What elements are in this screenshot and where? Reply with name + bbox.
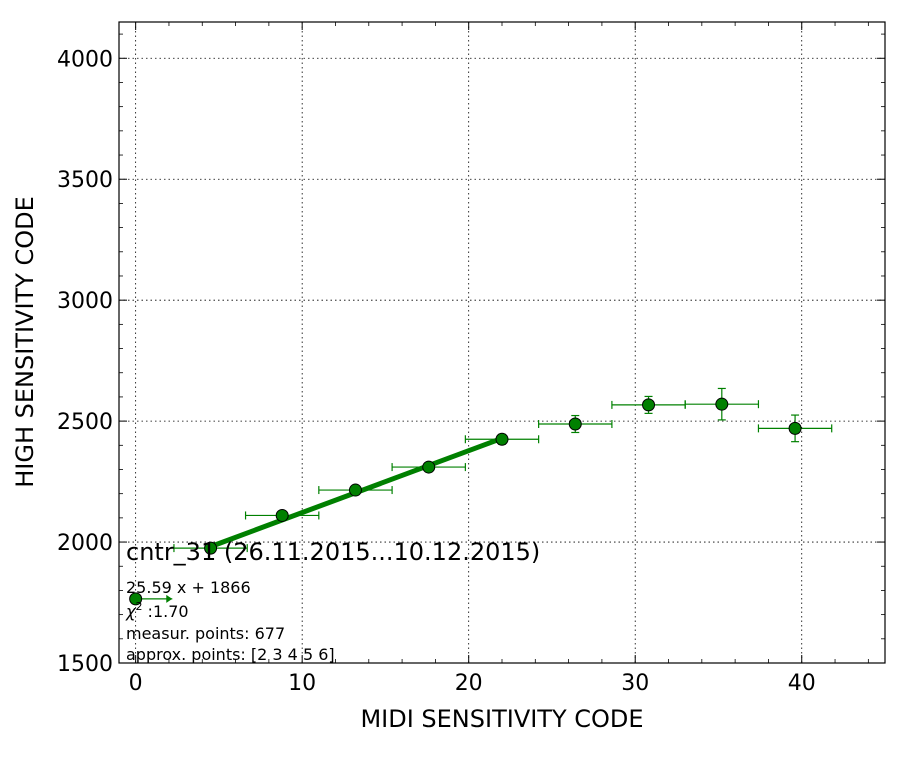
x-tick-label: 10 — [288, 671, 316, 696]
tick-labels: 0 10 20 30 40 1500 2000 2500 3000 3500 4000 — [57, 47, 816, 696]
annotation-chi: χ2 :1.70 — [125, 600, 189, 621]
y-tick-label: 2000 — [57, 531, 113, 556]
chi-superscript: 2 — [135, 600, 142, 613]
annotation-block: cntr_31 (26.11.2015...10.12.2015) 25.59 … — [125, 538, 540, 664]
data-points — [129, 397, 802, 606]
x-tick-label: 30 — [621, 671, 649, 696]
x-tick-label: 40 — [788, 671, 816, 696]
x-axis-label: MIDI SENSITIVITY CODE — [360, 705, 643, 733]
y-axis-label: HIGH SENSITIVITY CODE — [11, 196, 39, 488]
chi-value: :1.70 — [142, 602, 188, 621]
data-point — [129, 592, 143, 606]
data-point — [568, 417, 582, 431]
data-point — [275, 508, 289, 522]
annotation-equation: 25.59 x + 1866 — [126, 578, 251, 597]
data-point — [715, 397, 729, 411]
grid — [119, 22, 885, 663]
data-point — [495, 432, 509, 446]
data-point — [422, 460, 436, 474]
annotation-measur-points: measur. points: 677 — [126, 624, 285, 643]
chi-symbol: χ — [125, 602, 136, 621]
annotation-approx-points: approx. points: [2 3 4 5 6] — [126, 645, 335, 664]
data-point — [204, 541, 218, 555]
annotation-title: cntr_31 (26.11.2015...10.12.2015) — [126, 538, 540, 566]
data-point — [788, 421, 802, 435]
data-point — [348, 483, 362, 497]
x-tick-label: 20 — [455, 671, 483, 696]
x-tick-label: 0 — [129, 671, 143, 696]
y-tick-label: 3500 — [57, 168, 113, 193]
data-point — [642, 398, 656, 412]
y-tick-label: 1500 — [57, 652, 113, 677]
ticks — [119, 22, 885, 664]
x-error-arrow — [166, 594, 173, 603]
y-tick-label: 4000 — [57, 47, 113, 72]
y-tick-label: 2500 — [57, 410, 113, 435]
y-tick-label: 3000 — [57, 289, 113, 314]
plot-frame — [118, 21, 886, 664]
